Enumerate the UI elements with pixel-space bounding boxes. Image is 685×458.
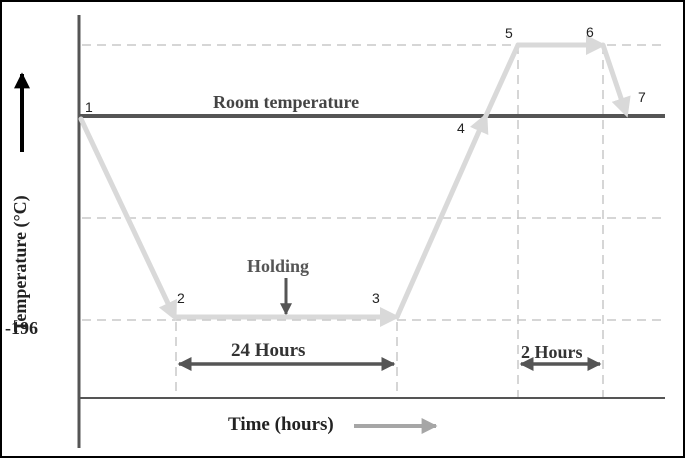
- point-label-6: 6: [586, 24, 594, 40]
- point-label-5: 5: [505, 25, 513, 41]
- point-label-7: 7: [638, 89, 646, 105]
- path-segment-4-5: [481, 42, 521, 123]
- x-axis-label: Time (hours): [228, 414, 334, 435]
- duration-label-2-hours: 2 Hours: [521, 342, 583, 362]
- point-labels: 1 2 3 4 5 6 7: [85, 24, 646, 306]
- point-label-3: 3: [372, 290, 380, 306]
- point-label-2: 2: [177, 290, 185, 306]
- point-label-4: 4: [457, 120, 465, 136]
- path-segment-6-7: [600, 42, 631, 118]
- point-label-1: 1: [85, 99, 93, 115]
- holding-label: Holding: [247, 256, 309, 276]
- room-temperature-label: Room temperature: [213, 92, 359, 112]
- temperature-path: [78, 35, 631, 327]
- y-tick-minus-196: -196: [5, 318, 38, 338]
- path-segment-1-2: [78, 116, 177, 322]
- y-axis-label: Temperature (°C): [10, 195, 31, 332]
- path-segment-3-4: [394, 112, 489, 320]
- duration-label-24-hours: 24 Hours: [231, 340, 305, 361]
